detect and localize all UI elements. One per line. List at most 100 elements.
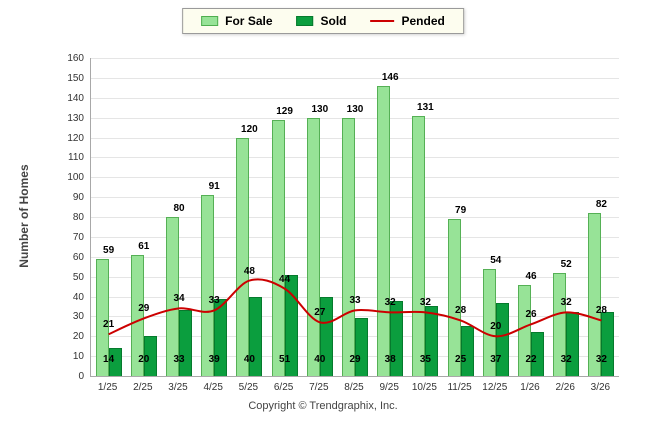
y-tick-label: 50	[72, 271, 84, 283]
legend-label-for-sale: For Sale	[225, 14, 273, 28]
bar-for-sale	[95, 258, 109, 376]
gridline	[91, 217, 619, 218]
bar-for-sale	[588, 213, 602, 376]
sold-value-label: 40	[314, 354, 326, 365]
y-tick-label: 100	[67, 172, 84, 184]
bar-for-sale	[166, 217, 179, 376]
legend-item-sold: Sold	[296, 14, 347, 28]
sold-value-label: 22	[525, 354, 537, 365]
y-tick-label: 90	[72, 192, 84, 204]
pended-value-label: 32	[560, 297, 572, 309]
y-tick-label: 0	[78, 371, 84, 382]
y-tick-label: 30	[72, 311, 84, 323]
pended-value-label: 26	[525, 309, 537, 321]
sold-value-label: 51	[279, 354, 291, 365]
bar-sold	[531, 332, 544, 376]
pended-value-label: 48	[243, 265, 255, 277]
pended-line	[108, 278, 602, 338]
y-tick-label: 10	[72, 351, 84, 363]
gridline	[91, 256, 619, 258]
for-sale-value-label: 54	[490, 254, 502, 266]
legend-item-for-sale: For Sale	[201, 14, 273, 28]
bar-sold	[284, 274, 298, 376]
for-sale-swatch-icon	[201, 16, 219, 26]
pended-value-label: 27	[314, 307, 326, 319]
y-tick-label: 80	[72, 212, 84, 223]
bar-for-sale	[306, 117, 320, 376]
bar-for-sale	[447, 219, 461, 376]
gridline	[91, 137, 619, 139]
bar-for-sale	[412, 115, 426, 376]
sold-value-label: 40	[243, 354, 255, 365]
pended-value-label: 33	[349, 295, 361, 307]
for-sale-value-label: 82	[595, 199, 607, 210]
bar-for-sale	[130, 254, 144, 376]
bar-sold	[495, 302, 509, 376]
x-tick-label: 12/25	[482, 382, 508, 393]
copyright: Copyright © Trendgraphix, Inc.	[248, 400, 398, 412]
bar-sold	[355, 318, 368, 376]
bar-for-sale	[271, 119, 285, 376]
pended-value-label: 28	[455, 305, 467, 317]
pended-value-label: 21	[103, 319, 115, 331]
y-tick-label: 120	[67, 132, 84, 144]
x-tick-label: 5/25	[238, 382, 259, 393]
for-sale-value-label: 79	[455, 205, 467, 216]
bar-sold	[214, 298, 228, 376]
x-tick-label: 8/25	[344, 382, 364, 393]
gridline	[91, 316, 619, 318]
sold-value-label: 39	[208, 354, 220, 365]
pended-value-label: 29	[138, 303, 150, 315]
sold-swatch-icon	[296, 16, 314, 26]
bar-sold	[319, 296, 333, 376]
bar-sold	[425, 306, 439, 376]
pended-value-label: 34	[173, 293, 185, 305]
y-tick-label: 40	[72, 291, 84, 303]
sold-value-label: 37	[490, 354, 502, 365]
x-tick-label: 2/26	[555, 382, 575, 393]
x-tick-label: 1/25	[97, 382, 118, 393]
for-sale-value-label: 61	[138, 240, 150, 252]
pended-line-swatch-icon	[370, 20, 395, 22]
bar-sold	[179, 310, 192, 376]
legend: For Sale Sold Pended	[182, 8, 464, 34]
y-tick-label: 150	[67, 72, 84, 84]
x-tick-label: 6/25	[273, 382, 294, 393]
y-tick-label: 70	[72, 231, 84, 243]
gridline	[91, 236, 619, 238]
bar-sold	[460, 326, 474, 376]
sold-value-label: 38	[384, 354, 396, 365]
for-sale-value-label: 129	[276, 105, 293, 117]
bar-for-sale	[236, 137, 250, 376]
pended-value-label: 20	[490, 321, 502, 333]
for-sale-value-label: 80	[173, 203, 185, 214]
for-sale-value-label: 59	[103, 244, 115, 256]
sold-value-label: 33	[173, 354, 185, 365]
gridline	[91, 117, 619, 119]
plot-area: 59 14 21 61 20 29 80 33 34 91 39 33 120 40 48 129 51 44 13…	[90, 58, 619, 377]
bar-sold	[108, 348, 122, 376]
y-tick-label: 160	[67, 53, 84, 64]
y-tick-label: 60	[72, 251, 84, 263]
y-tick-label: 20	[72, 331, 84, 343]
bar-for-sale	[377, 85, 391, 376]
y-tick-label: 140	[67, 92, 84, 104]
for-sale-value-label: 46	[525, 270, 537, 282]
gridline	[91, 58, 619, 59]
sold-value-label: 14	[103, 354, 115, 365]
x-tick-label: 10/25	[411, 382, 437, 393]
x-tick-label: 1/26	[520, 382, 540, 393]
gridline	[91, 77, 619, 79]
bar-sold	[249, 296, 263, 376]
pended-value-label: 28	[595, 305, 607, 317]
for-sale-value-label: 146	[381, 71, 399, 83]
gridline	[91, 296, 619, 298]
x-tick-label: 2/25	[133, 382, 153, 393]
y-tick-label: 130	[67, 112, 84, 124]
sold-value-label: 32	[595, 354, 607, 365]
bar-sold	[143, 336, 157, 376]
pended-value-label: 32	[419, 297, 431, 309]
bar-for-sale	[201, 195, 215, 376]
sold-value-label: 29	[349, 354, 361, 365]
